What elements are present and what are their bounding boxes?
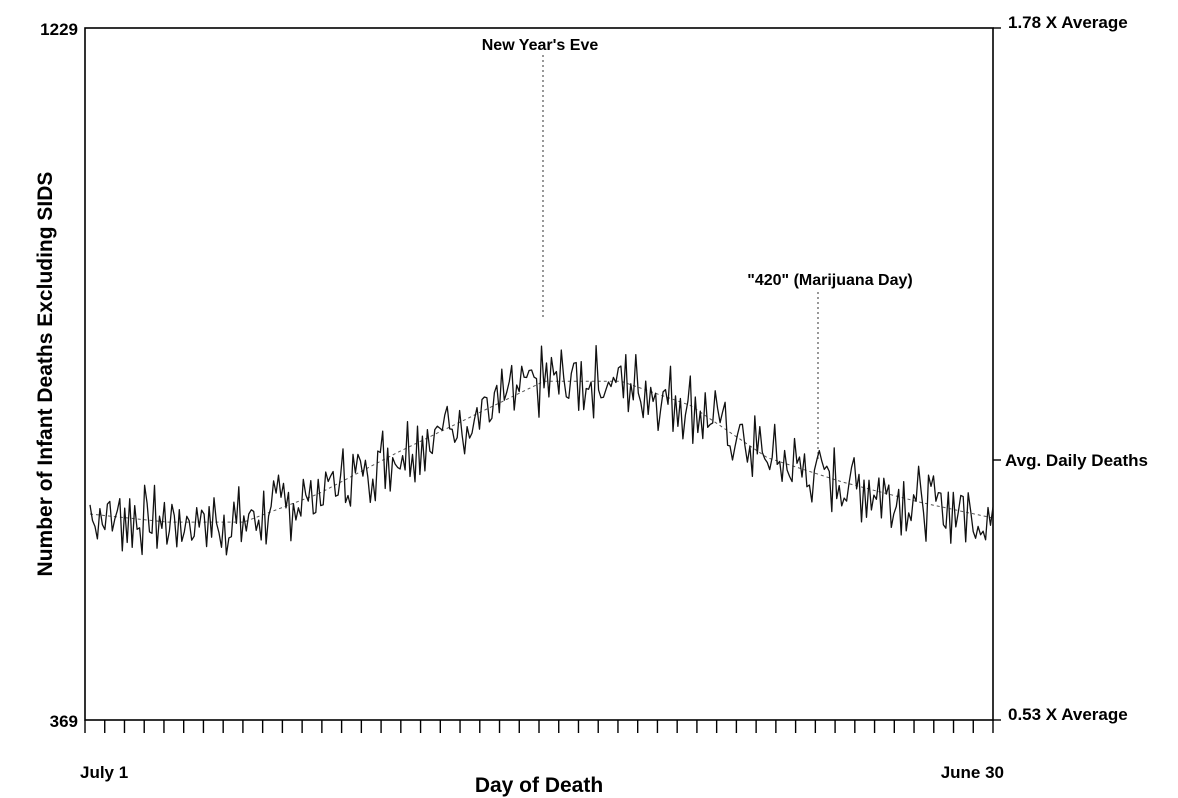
y-right-bottom-label: 0.53 X Average [1008,705,1128,724]
y-right-top-label: 1.78 X Average [1008,13,1128,32]
series-daily-line [89,345,994,556]
y-left-min-label: 369 [50,712,78,731]
y-left-max-label: 1229 [40,20,78,39]
y-axis-title: Number of Infant Deaths Excluding SIDS [34,172,57,577]
x-axis-title: Day of Death [475,774,603,797]
x-axis-ticks [84,720,994,733]
annotation-420-label: "420" (Marijuana Day) [747,272,912,289]
x-start-label: July 1 [80,763,128,782]
y-right-mid-label: Avg. Daily Deaths [1005,451,1148,470]
x-end-label: June 30 [941,763,1004,782]
annotation-new-years-label: New Year's Eve [482,37,599,54]
